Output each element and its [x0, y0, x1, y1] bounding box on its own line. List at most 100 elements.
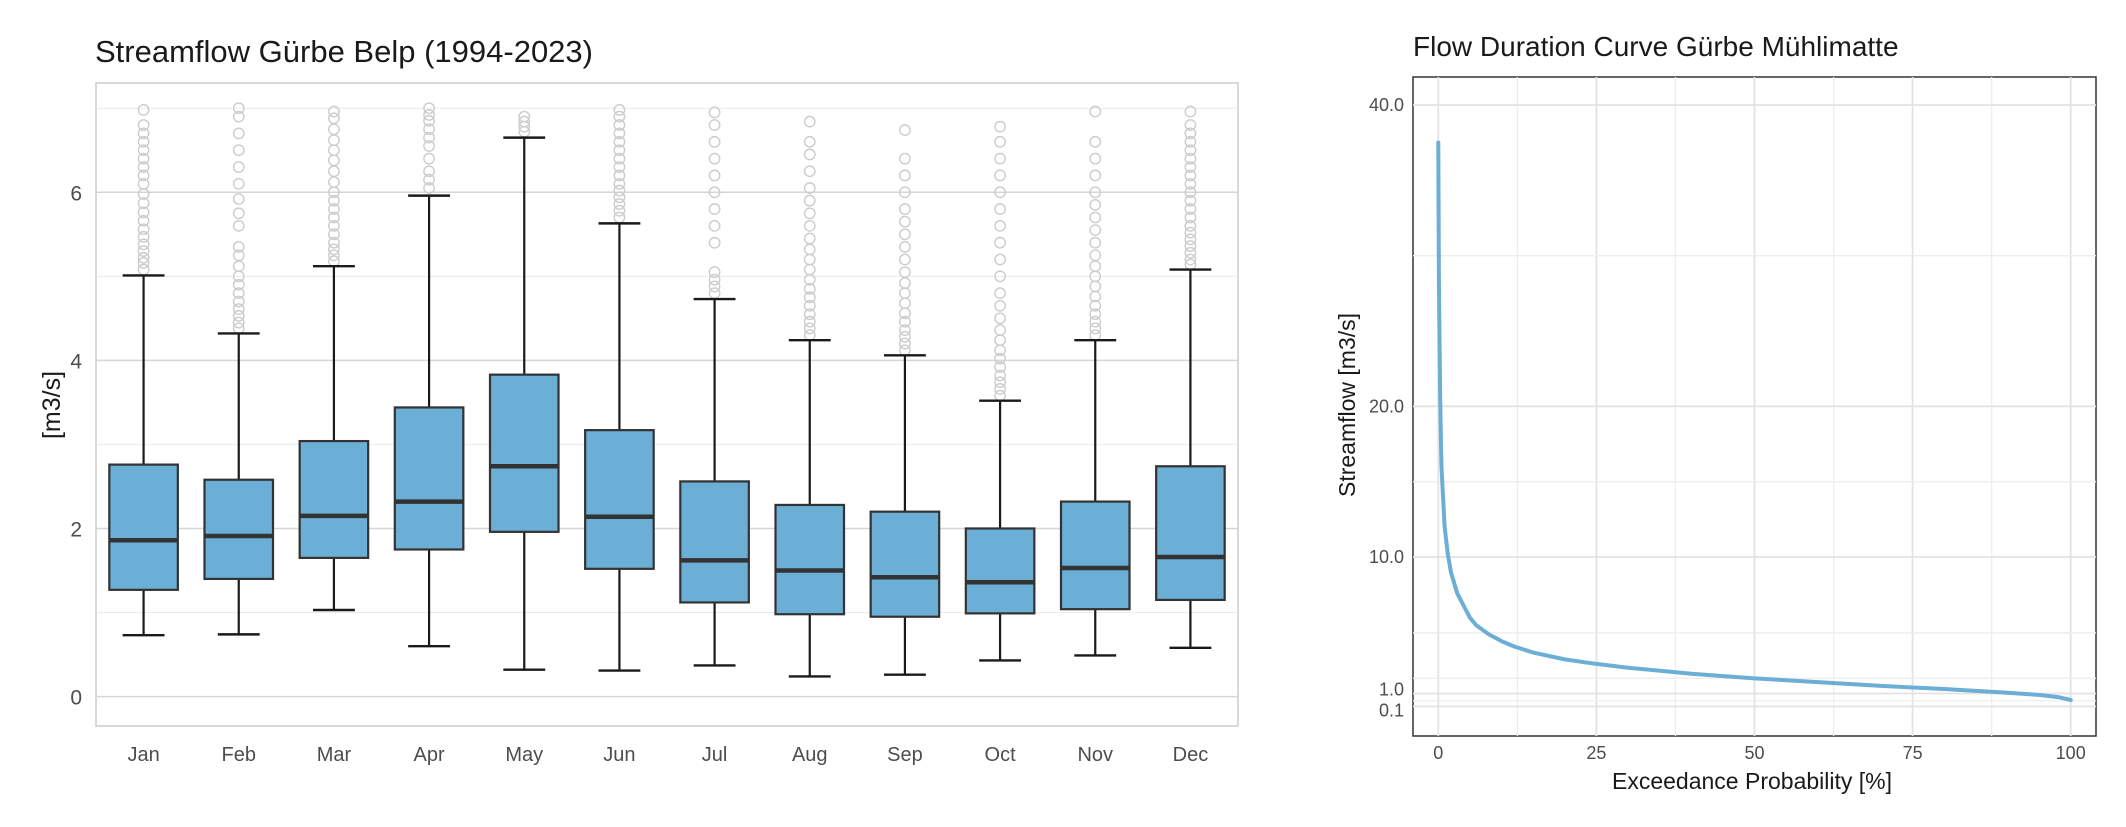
outlier-point: [137, 119, 150, 131]
outlier-point: [994, 219, 1006, 232]
outlier-point: [994, 169, 1006, 182]
outlier-point: [613, 144, 626, 157]
outlier-point: [137, 256, 150, 269]
boxplot-gridlines: [96, 107, 1238, 698]
x-tick-label: Dec: [1173, 744, 1209, 766]
outlier-point: [994, 369, 1006, 382]
x-tick-label: Nov: [1077, 744, 1113, 766]
outlier-point: [232, 309, 245, 322]
outlier-point: [1184, 194, 1197, 207]
outlier-point: [613, 127, 626, 140]
outlier-point: [994, 376, 1006, 389]
outlier-point: [1184, 105, 1197, 118]
outlier-point: [899, 169, 911, 182]
outlier-point: [899, 330, 911, 343]
outlier-point: [1089, 308, 1102, 321]
outlier-point: [1089, 105, 1102, 118]
outlier-point: [803, 322, 816, 335]
iqr-box: [584, 429, 655, 570]
outlier-point: [232, 278, 245, 291]
outlier-point: [1184, 203, 1197, 215]
outlier-point: [137, 161, 150, 173]
outlier-point: [1184, 161, 1197, 173]
outlier-point: [137, 251, 150, 264]
outlier-point: [803, 299, 816, 312]
outlier-point: [899, 315, 911, 328]
outlier-point: [1184, 246, 1197, 259]
outlier-point: [423, 140, 435, 152]
outlier-point: [1184, 127, 1197, 140]
outlier-point: [1184, 144, 1197, 157]
box-jul: [679, 106, 750, 667]
y-tick-label: 0.1: [1379, 701, 1404, 721]
x-tick-label: Oct: [985, 744, 1017, 766]
outlier-point: [613, 110, 626, 123]
outlier-point: [803, 182, 816, 194]
outlier-point: [803, 308, 816, 321]
outlier-point: [232, 219, 245, 232]
outlier-point: [328, 105, 340, 118]
box-nov: [1059, 105, 1131, 657]
fdc-gridlines: [1413, 77, 2096, 736]
outlier-point: [613, 204, 626, 217]
outlier-point: [803, 315, 816, 328]
outlier-point: [1184, 219, 1197, 232]
outlier-point: [803, 232, 816, 245]
boxplot-title: Streamflow Gürbe Belp (1994-2023): [95, 34, 593, 69]
y-tick-label: 1.0: [1379, 680, 1404, 700]
outlier-point: [137, 197, 150, 210]
outlier-point: [328, 236, 340, 249]
x-tick-label: Feb: [222, 744, 256, 766]
outlier-point: [1184, 233, 1197, 246]
outlier-point: [708, 119, 721, 131]
outlier-point: [232, 207, 245, 220]
outlier-point: [994, 120, 1006, 133]
outlier-point: [708, 106, 721, 119]
x-tick-label: Jan: [127, 744, 159, 766]
boxplot-x-tick-labels: Jan Feb Mar Apr May Jun Jul Aug Sep Oct Nov Dec: [127, 744, 1208, 766]
outlier-point: [328, 194, 340, 207]
outlier-point: [232, 127, 245, 140]
iqr-box: [108, 463, 179, 591]
outlier-point: [1184, 240, 1197, 252]
x-tick-label: Sep: [887, 744, 923, 766]
outlier-point: [708, 273, 721, 286]
outlier-point: [1089, 169, 1102, 182]
outlier-point: [1184, 253, 1197, 266]
outlier-point: [1089, 135, 1102, 148]
outlier-point: [328, 211, 340, 224]
x-tick-label: Jun: [603, 744, 635, 766]
y-tick-label: 20.0: [1369, 396, 1404, 416]
outlier-point: [1089, 236, 1102, 249]
boxplot-chart: Streamflow Gürbe Belp (1994-2023) 0 2 4 6 J…: [38, 34, 1239, 766]
outlier-point: [803, 194, 816, 207]
outlier-point: [708, 169, 721, 182]
iqr-box: [869, 510, 941, 618]
outlier-point: [899, 253, 911, 266]
outlier-point: [708, 186, 721, 199]
outlier-point: [423, 102, 435, 115]
outlier-point: [1089, 186, 1102, 199]
outlier-point: [803, 148, 816, 161]
outlier-point: [137, 238, 150, 251]
outlier-point: [137, 127, 150, 140]
outlier-point: [518, 110, 531, 123]
outlier-point: [328, 243, 340, 256]
x-tick-label: 100: [2056, 743, 2086, 763]
y-tick-label: 40.0: [1369, 95, 1404, 115]
flow-duration-chart: Flow Duration Curve Gürbe Mühlimatte 0.1…: [1334, 31, 2097, 794]
box-jun: [584, 103, 655, 672]
x-tick-label: 50: [1744, 743, 1764, 763]
box-apr: [393, 102, 465, 648]
y-tick-label: 10.0: [1369, 547, 1404, 567]
outlier-point: [708, 266, 721, 279]
outlier-point: [1184, 226, 1197, 239]
outlier-point: [899, 266, 911, 279]
box-mar: [298, 105, 370, 612]
outlier-point: [994, 299, 1006, 312]
outlier-point: [899, 215, 911, 228]
outlier-point: [994, 383, 1006, 395]
x-tick-label: Aug: [792, 744, 828, 766]
fdc-y-tick-labels: 0.11.0 10.0 20.0 40.0: [1369, 95, 1404, 721]
